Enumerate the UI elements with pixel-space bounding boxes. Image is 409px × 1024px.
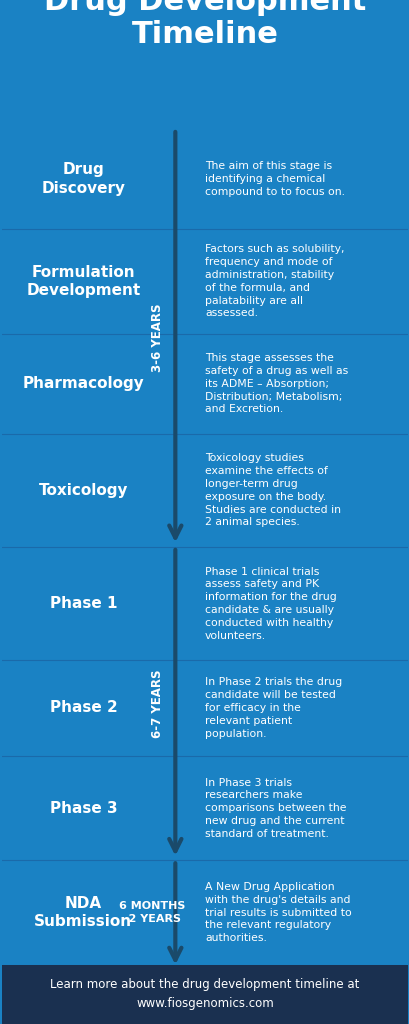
- Text: NDA
Submission: NDA Submission: [34, 896, 132, 930]
- Text: Phase 3: Phase 3: [49, 801, 117, 815]
- Ellipse shape: [178, 86, 216, 104]
- Text: This stage assesses the
safety of a drug as well as
its ADME – Absorption;
Distr: This stage assesses the safety of a drug…: [204, 353, 347, 415]
- Ellipse shape: [157, 102, 184, 112]
- Ellipse shape: [138, 89, 176, 99]
- Text: A New Drug Application
with the drug's details and
trial results is submitted to: A New Drug Application with the drug's d…: [204, 882, 351, 943]
- Text: Toxicology studies
examine the effects of
longer-term drug
exposure on the body.: Toxicology studies examine the effects o…: [204, 454, 340, 527]
- Text: Phase 2: Phase 2: [49, 700, 117, 716]
- Text: Drug Development
Timeline: Drug Development Timeline: [44, 0, 365, 49]
- Text: 6-7 YEARS: 6-7 YEARS: [151, 670, 164, 738]
- Text: 3-6 YEARS: 3-6 YEARS: [151, 304, 164, 373]
- Text: Drug
Discovery: Drug Discovery: [41, 163, 125, 196]
- Ellipse shape: [188, 90, 213, 103]
- FancyBboxPatch shape: [2, 965, 407, 1024]
- Ellipse shape: [138, 97, 176, 109]
- Text: Factors such as solubility,
frequency and mode of
administration, stability
of t: Factors such as solubility, frequency an…: [204, 245, 344, 318]
- Text: In Phase 3 trials
researchers make
comparisons between the
new drug and the curr: In Phase 3 trials researchers make compa…: [204, 777, 346, 839]
- Ellipse shape: [156, 96, 184, 106]
- Text: In Phase 2 trials the drug
candidate will be tested
for efficacy in the
relevant: In Phase 2 trials the drug candidate wil…: [204, 678, 342, 738]
- Text: Phase 1 clinical trials
assess safety and PK
information for the drug
candidate : Phase 1 clinical trials assess safety an…: [204, 566, 336, 641]
- Text: Pharmacology: Pharmacology: [22, 376, 144, 391]
- Text: Phase 1: Phase 1: [49, 596, 117, 611]
- Text: Formulation
Development: Formulation Development: [26, 264, 140, 298]
- Text: The aim of this stage is
identifying a chemical
compound to to focus on.: The aim of this stage is identifying a c…: [204, 162, 344, 197]
- Text: 6 MONTHS
-2 YEARS: 6 MONTHS -2 YEARS: [119, 901, 185, 924]
- Text: Toxicology: Toxicology: [38, 483, 128, 498]
- Text: Learn more about the drug development timeline at
www.fiosgenomics.com: Learn more about the drug development ti…: [50, 978, 359, 1011]
